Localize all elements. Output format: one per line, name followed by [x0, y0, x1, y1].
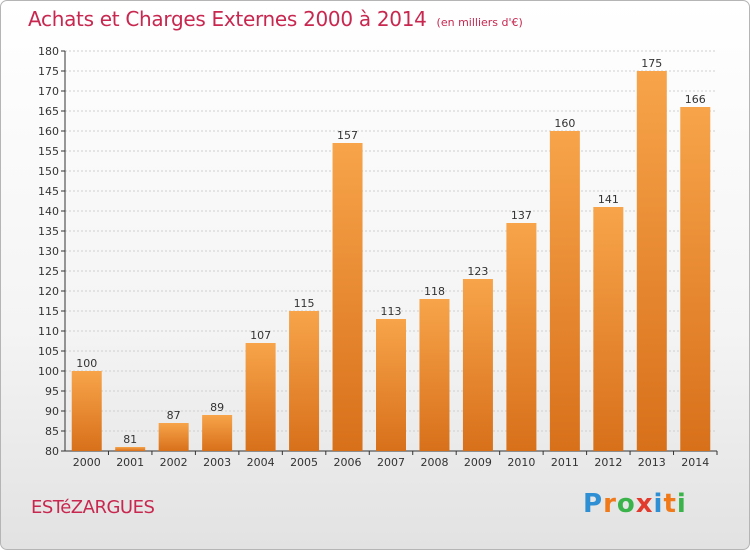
bar-value-label: 100: [76, 357, 97, 370]
x-tick-label: 2008: [420, 456, 448, 469]
logo-letter: t: [663, 489, 677, 519]
y-tick-label: 110: [38, 325, 59, 338]
logo-letter: r: [603, 489, 617, 519]
y-tick-label: 115: [38, 305, 59, 318]
bar-value-label: 157: [337, 129, 358, 142]
y-tick-label: 90: [45, 405, 59, 418]
bar: [462, 279, 493, 451]
bar: [549, 131, 580, 451]
bar-value-label: 81: [123, 433, 137, 446]
x-tick-label: 2014: [681, 456, 709, 469]
bar: [71, 371, 102, 451]
bar: [332, 143, 363, 451]
chart-title: Achats et Charges Externes 2000 à 2014: [28, 7, 427, 31]
y-tick-label: 130: [38, 245, 59, 258]
y-tick-label: 105: [38, 345, 59, 358]
bar: [593, 207, 624, 451]
y-tick-label: 180: [38, 45, 59, 58]
x-tick-label: 2002: [160, 456, 188, 469]
y-tick-label: 120: [38, 285, 59, 298]
proxiti-logo: Proxiti: [583, 489, 687, 519]
y-tick-label: 175: [38, 65, 59, 78]
x-tick-label: 2001: [116, 456, 144, 469]
x-tick-label: 2012: [594, 456, 622, 469]
y-tick-label: 165: [38, 105, 59, 118]
bar-value-label: 175: [641, 57, 662, 70]
bar-value-label: 118: [424, 285, 445, 298]
y-tick-label: 125: [38, 265, 59, 278]
x-tick-label: 2013: [638, 456, 666, 469]
bar-value-label: 87: [167, 409, 181, 422]
y-tick-label: 80: [45, 445, 59, 458]
y-tick-label: 150: [38, 165, 59, 178]
labels: 80 85 90 95 100 105 110 115 120 125 130 135 140 145 15…: [38, 45, 709, 469]
x-tick-label: 2009: [464, 456, 492, 469]
chart-unit: (en milliers d'€): [436, 16, 523, 29]
logo-letter: o: [616, 489, 636, 519]
bar: [289, 311, 320, 451]
place-name: ESTéZARGUES: [31, 497, 155, 518]
x-tick-label: 2003: [203, 456, 231, 469]
bar: [419, 299, 450, 451]
logo-letter: x: [635, 489, 654, 519]
x-tick-label: 2004: [247, 456, 275, 469]
y-tick-label: 135: [38, 225, 59, 238]
x-tick-label: 2011: [551, 456, 579, 469]
x-tick-label: 2005: [290, 456, 318, 469]
bar: [245, 343, 276, 451]
y-tick-label: 170: [38, 85, 59, 98]
y-tick-label: 85: [45, 425, 59, 438]
title-row: Achats et Charges Externes 2000 à 2014 (e…: [28, 7, 523, 31]
bar: [680, 107, 711, 451]
bar: [636, 71, 667, 451]
bar-value-label: 113: [381, 305, 402, 318]
bar-value-label: 160: [554, 117, 575, 130]
x-tick-label: 2000: [73, 456, 101, 469]
y-tick-label: 160: [38, 125, 59, 138]
bar-value-label: 123: [467, 265, 488, 278]
bar: [506, 223, 537, 451]
x-tick-label: 2007: [377, 456, 405, 469]
bar-value-label: 166: [685, 93, 706, 106]
bar-value-label: 137: [511, 209, 532, 222]
bar-value-label: 89: [210, 401, 224, 414]
y-tick-label: 95: [45, 385, 59, 398]
bars: [71, 71, 711, 451]
y-tick-label: 145: [38, 185, 59, 198]
bar: [158, 423, 189, 451]
bar-value-label: 141: [598, 193, 619, 206]
bar-value-label: 115: [294, 297, 315, 310]
bar: [115, 447, 146, 451]
y-tick-label: 100: [38, 365, 59, 378]
x-tick-label: 2010: [507, 456, 535, 469]
y-tick-label: 155: [38, 145, 59, 158]
bar-value-label: 107: [250, 329, 271, 342]
x-tick-label: 2006: [334, 456, 362, 469]
bar: [376, 319, 406, 451]
logo-letter: i: [653, 489, 664, 519]
bar: [202, 415, 233, 451]
logo-letter: P: [583, 489, 604, 519]
logo-letter: i: [676, 489, 687, 519]
y-tick-label: 140: [38, 205, 59, 218]
